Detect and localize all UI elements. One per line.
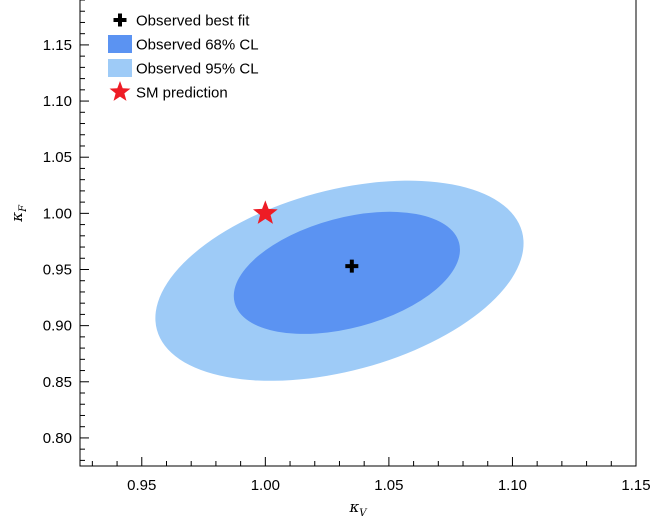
x-tick-label: 1.15 [621, 477, 650, 494]
legend: Observed best fit Observed 68% CL Observed… [108, 13, 259, 102]
y-tick-label: 1.10 [43, 93, 72, 110]
sm-prediction-star-icon [252, 200, 278, 224]
x-axis-label-symbol: κ [348, 498, 359, 516]
y-tick-label: 0.80 [43, 430, 72, 447]
contour-layer [155, 180, 524, 381]
legend-label: Observed 68% CL [136, 37, 259, 54]
x-tick-label: 1.10 [498, 477, 527, 494]
legend-label: SM prediction [136, 85, 228, 102]
best-fit-plus-icon [345, 259, 359, 273]
marker-layer [252, 200, 359, 273]
legend-68cl-swatch [108, 35, 132, 53]
plot-frame [79, 0, 637, 467]
x-axis-label-subscript: V [359, 508, 368, 518]
legend-95cl-swatch [108, 59, 132, 77]
y-tick-label: 0.85 [43, 374, 72, 391]
y-tick-label: 1.05 [43, 149, 72, 166]
legend-star-icon [109, 81, 131, 101]
legend-label: Observed best fit [136, 13, 250, 30]
x-axis-label: κV [348, 498, 368, 518]
y-tick-label: 1.15 [43, 37, 72, 54]
x-tick-label: 1.00 [251, 477, 280, 494]
legend-plus-icon [113, 13, 127, 27]
y-tick-label: 0.95 [43, 261, 72, 278]
ticks-layer: 0.95 1.00 1.05 1.10 1.15 0.80 0.85 0.90 0.95 1.00… [43, 0, 651, 494]
x-tick-label: 1.05 [374, 477, 403, 494]
x-tick-label: 0.95 [127, 477, 156, 494]
legend-label: Observed 95% CL [136, 61, 259, 78]
y-tick-label: 0.90 [43, 318, 72, 335]
contour-68cl [233, 211, 460, 334]
y-tick-label: 1.00 [43, 205, 72, 222]
y-axis-label: κF [8, 204, 29, 223]
y-axis-label-subscript: F [18, 204, 29, 213]
y-axis-label-symbol: κ [8, 212, 26, 223]
